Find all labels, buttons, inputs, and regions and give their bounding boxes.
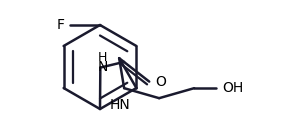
Text: HN: HN [110,98,131,112]
Text: N: N [97,60,107,74]
Text: H: H [98,51,107,64]
Text: OH: OH [222,81,243,95]
Text: F: F [57,18,65,32]
Text: O: O [155,75,166,89]
